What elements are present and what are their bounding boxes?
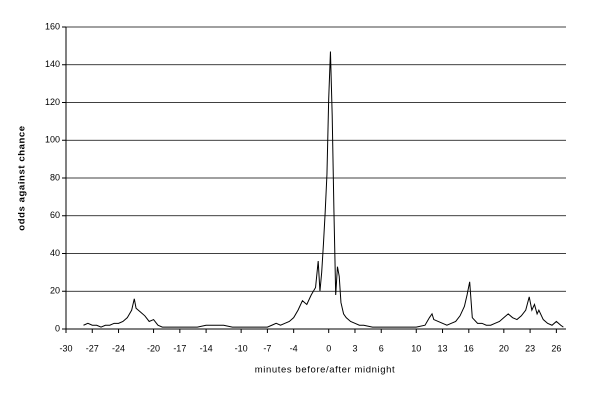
x-tick-label: 23	[525, 343, 535, 353]
y-tick-label: 20	[50, 286, 60, 296]
y-tick-label: 100	[45, 135, 60, 145]
y-tick-label: 40	[50, 248, 60, 258]
x-tick-label: 3	[352, 343, 357, 353]
data-line	[83, 51, 564, 328]
x-tick-label: -7	[263, 343, 271, 353]
x-tick-label: 13	[438, 343, 448, 353]
y-tick-label: 80	[50, 172, 60, 182]
y-axis-label: odds against chance	[17, 125, 28, 230]
x-tick-label: -14	[200, 343, 213, 353]
y-tick-label: 160	[45, 21, 60, 31]
x-tick-label: 6	[379, 343, 384, 353]
x-tick-label: 0	[326, 343, 331, 353]
y-tick-label: 140	[45, 59, 60, 69]
x-tick-label: -4	[290, 343, 298, 353]
x-tick-label: -20	[147, 343, 160, 353]
x-tick-label: 16	[464, 343, 474, 353]
y-tick-label: 120	[45, 97, 60, 107]
x-tick-label: 20	[499, 343, 509, 353]
x-tick-label: -27	[86, 343, 99, 353]
x-tick-label: -10	[235, 343, 248, 353]
x-tick-label: 10	[411, 343, 421, 353]
y-tick-label: 0	[55, 323, 60, 333]
x-axis-label: minutes before/after midnight	[255, 365, 395, 376]
y-tick-label: 60	[50, 210, 60, 220]
x-tick-label: -17	[173, 343, 186, 353]
x-tick-label: -30	[59, 343, 72, 353]
x-tick-label: 26	[551, 343, 561, 353]
x-tick-label: -24	[112, 343, 125, 353]
